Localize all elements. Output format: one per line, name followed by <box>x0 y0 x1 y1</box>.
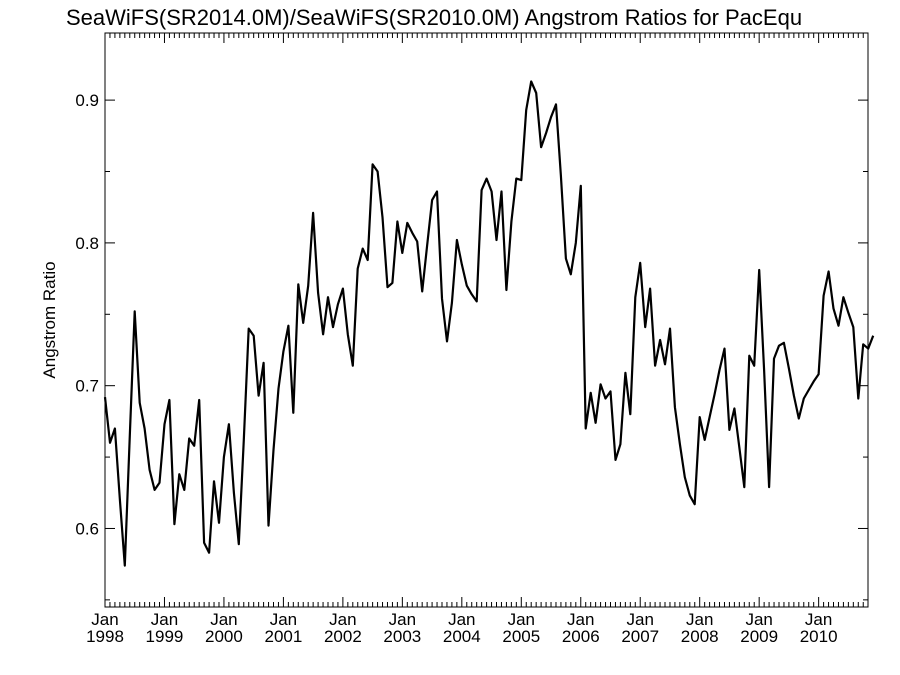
x-tick-label-month: Jan <box>805 610 832 629</box>
x-tick-labels: Jan1998Jan1999Jan2000Jan2001Jan2002Jan20… <box>86 610 837 646</box>
x-tick-label-year: 2007 <box>621 627 659 646</box>
y-axis-label: Angstrom Ratio <box>40 261 59 378</box>
y-tick-labels: 0.6 0.7 0.8 0.9 <box>75 91 99 538</box>
x-tick-label-year: 1998 <box>86 627 124 646</box>
x-tick-label-month: Jan <box>329 610 356 629</box>
x-tick-label-year: 2001 <box>264 627 302 646</box>
x-tick-label-month: Jan <box>745 610 772 629</box>
y-tick-label: 0.8 <box>75 234 99 253</box>
x-tick-label-month: Jan <box>686 610 713 629</box>
x-tick-label-year: 2000 <box>205 627 243 646</box>
y-tick-label: 0.7 <box>75 377 99 396</box>
x-tick-label-month: Jan <box>567 610 594 629</box>
x-tick-label-year: 2008 <box>681 627 719 646</box>
x-tick-label-year: 2006 <box>562 627 600 646</box>
x-tick-label-month: Jan <box>91 610 118 629</box>
x-tick-label-year: 2002 <box>324 627 362 646</box>
series-line <box>103 80 875 567</box>
axis-ticks <box>104 33 868 607</box>
x-tick-label-year: 2004 <box>443 627 481 646</box>
x-tick-label-month: Jan <box>151 610 178 629</box>
x-tick-label-month: Jan <box>508 610 535 629</box>
x-tick-label-year: 2005 <box>502 627 540 646</box>
y-tick-label: 0.6 <box>75 519 99 538</box>
x-tick-label-month: Jan <box>448 610 475 629</box>
x-tick-label-year: 2003 <box>383 627 421 646</box>
x-tick-label-year: 1999 <box>146 627 184 646</box>
x-tick-label-month: Jan <box>270 610 297 629</box>
chart-title: SeaWiFS(SR2014.0M)/SeaWiFS(SR2010.0M) An… <box>66 5 802 30</box>
x-tick-label-month: Jan <box>627 610 654 629</box>
x-tick-label-month: Jan <box>210 610 237 629</box>
x-tick-label-year: 2010 <box>800 627 838 646</box>
x-tick-label-year: 2009 <box>740 627 778 646</box>
y-tick-label: 0.9 <box>75 91 99 110</box>
x-tick-label-month: Jan <box>389 610 416 629</box>
